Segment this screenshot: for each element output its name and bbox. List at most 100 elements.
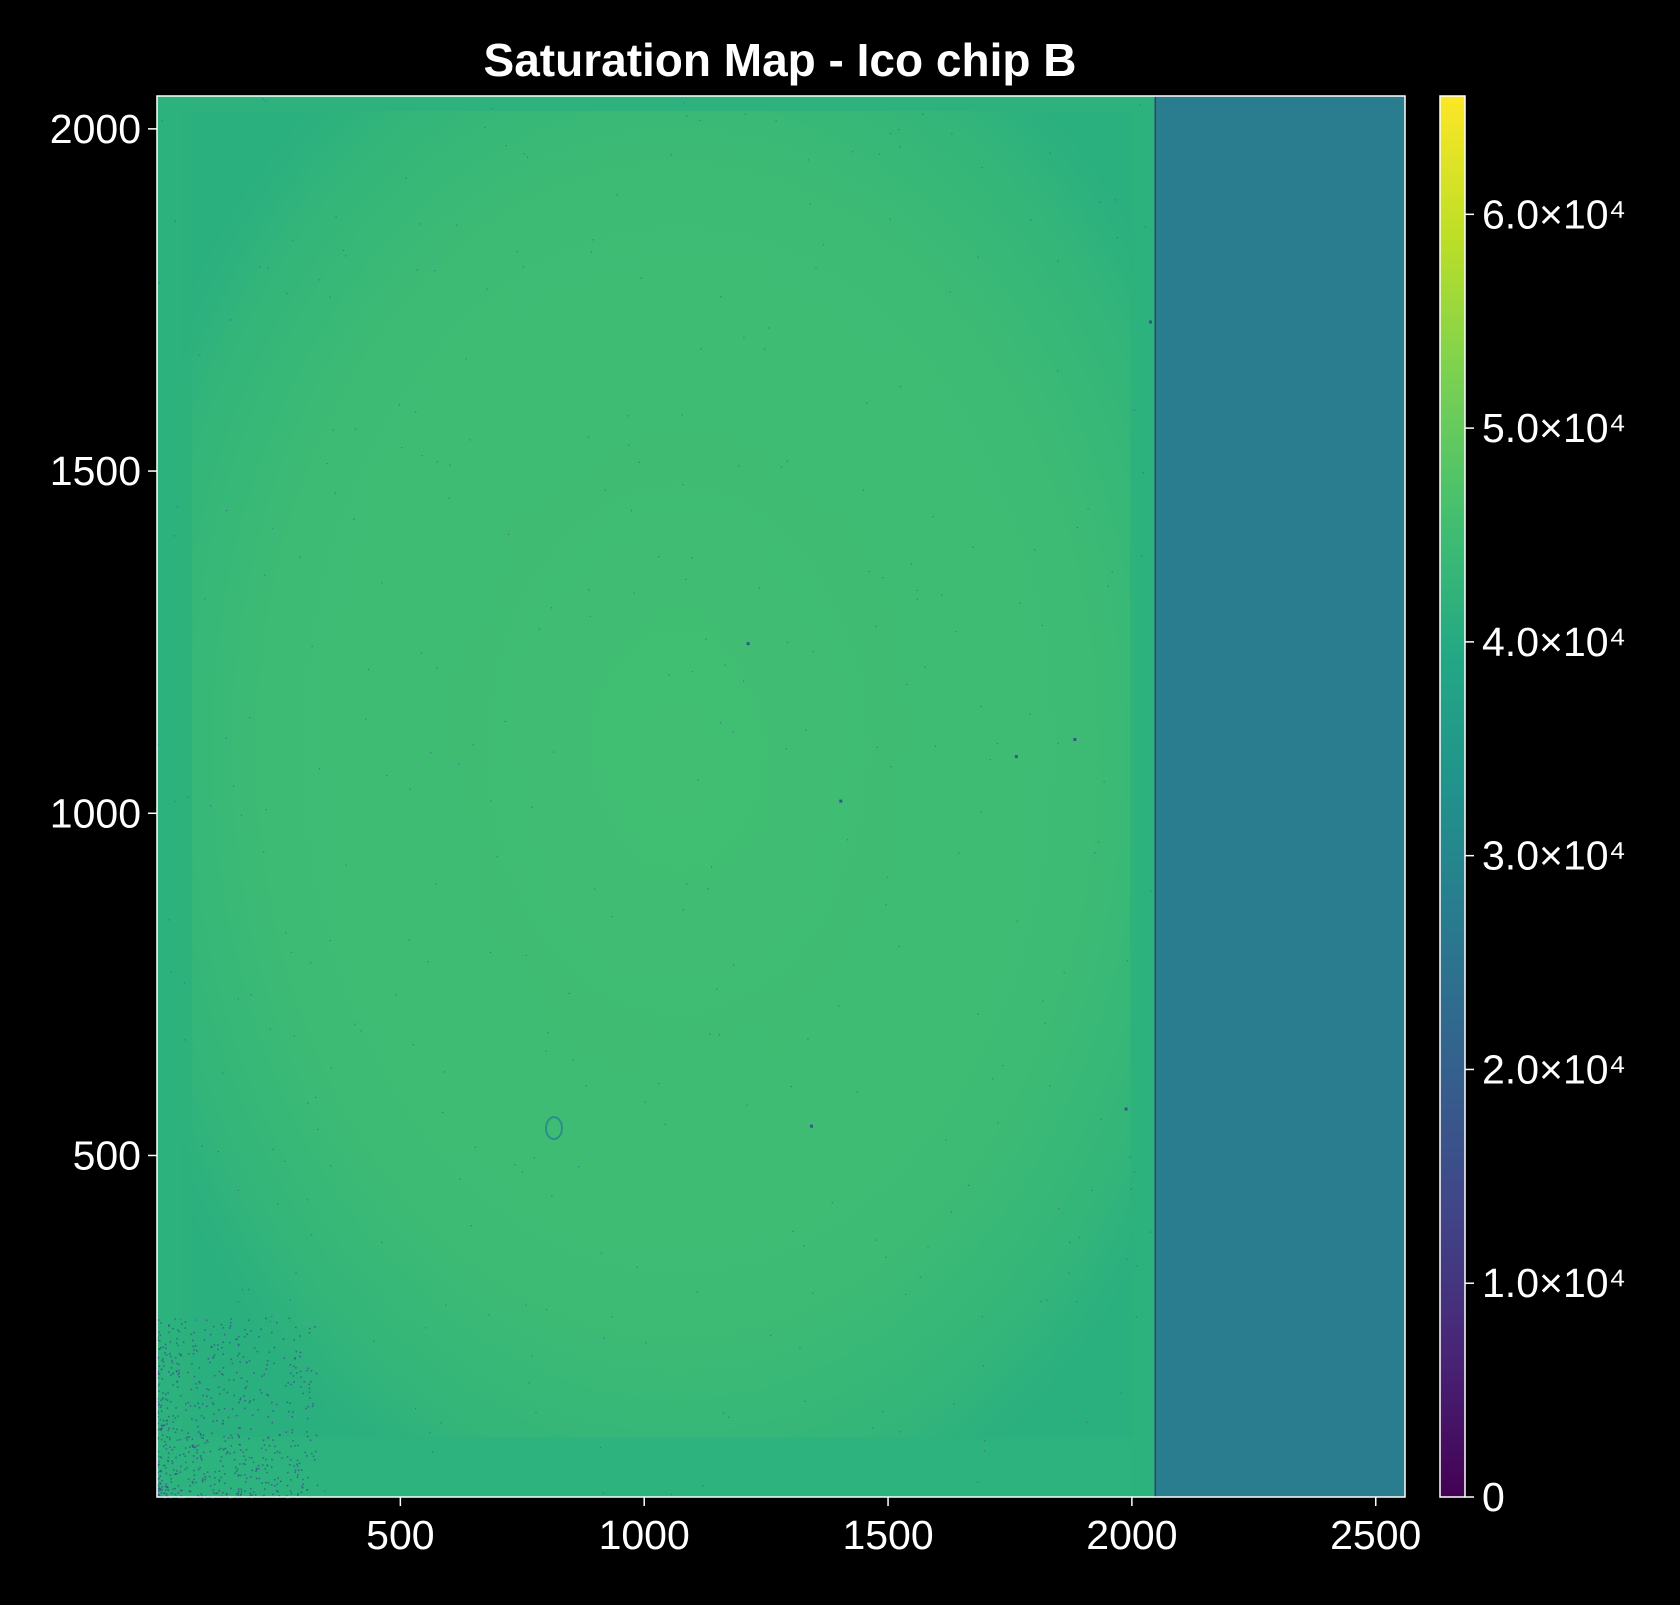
noise-speck xyxy=(262,1439,265,1442)
noise-speck xyxy=(866,402,868,404)
noise-speck xyxy=(949,291,951,293)
noise-speck xyxy=(916,589,918,592)
noise-speck xyxy=(170,1401,172,1403)
noise-speck xyxy=(174,1493,177,1496)
noise-speck xyxy=(257,1408,260,1411)
noise-speck xyxy=(157,1438,159,1440)
noise-speck xyxy=(220,1323,223,1326)
noise-speck xyxy=(199,354,201,356)
noise-speck xyxy=(266,1393,268,1396)
noise-speck xyxy=(297,1494,299,1497)
noise-speck xyxy=(176,1338,178,1340)
noise-speck xyxy=(226,1492,228,1495)
noise-speck xyxy=(309,1397,311,1399)
noise-speck xyxy=(809,203,811,206)
noise-speck xyxy=(263,1494,265,1497)
defect-mark xyxy=(839,799,843,803)
noise-speck xyxy=(179,1471,181,1473)
noise-speck xyxy=(209,1450,212,1453)
noise-speck xyxy=(222,1072,224,1074)
noise-speck xyxy=(259,266,261,268)
noise-speck xyxy=(237,1189,239,1191)
noise-speck xyxy=(881,577,884,579)
noise-speck xyxy=(879,153,881,155)
noise-speck xyxy=(262,1464,264,1466)
noise-speck xyxy=(198,1406,201,1409)
noise-speck xyxy=(191,1363,193,1365)
noise-speck xyxy=(1057,260,1059,263)
noise-speck xyxy=(209,1485,212,1487)
noise-speck xyxy=(658,1082,660,1085)
noise-speck xyxy=(193,1469,195,1472)
x-tick-label: 1000 xyxy=(599,1512,690,1558)
noise-speck xyxy=(890,132,892,135)
noise-speck xyxy=(261,1375,263,1377)
noise-speck xyxy=(590,251,593,253)
noise-speck xyxy=(486,288,488,290)
noise-speck xyxy=(955,631,957,633)
noise-speck xyxy=(188,1451,190,1453)
noise-speck xyxy=(295,1326,297,1329)
noise-speck xyxy=(217,1150,220,1153)
noise-speck xyxy=(232,785,235,787)
noise-speck xyxy=(157,1490,159,1493)
noise-speck xyxy=(852,151,854,153)
noise-speck xyxy=(269,1028,272,1030)
noise-speck xyxy=(244,1481,247,1483)
noise-speck xyxy=(277,1202,279,1205)
noise-speck xyxy=(324,1490,326,1492)
noise-speck xyxy=(261,1482,264,1484)
noise-speck xyxy=(627,415,629,417)
noise-speck xyxy=(997,1122,999,1124)
noise-speck xyxy=(528,1382,530,1384)
noise-speck xyxy=(202,1437,205,1439)
noise-speck xyxy=(968,1184,970,1187)
noise-speck xyxy=(169,1341,172,1343)
noise-speck xyxy=(266,1464,269,1467)
noise-speck xyxy=(273,1478,276,1481)
noise-speck xyxy=(300,1386,302,1388)
noise-speck xyxy=(309,1327,311,1330)
noise-speck xyxy=(187,1371,189,1374)
noise-speck xyxy=(274,1485,276,1487)
noise-speck xyxy=(838,1005,840,1007)
noise-speck xyxy=(531,1355,533,1357)
noise-speck xyxy=(311,645,313,647)
noise-speck xyxy=(224,1482,226,1485)
noise-speck xyxy=(161,1427,163,1430)
noise-speck xyxy=(291,1428,294,1431)
noise-speck xyxy=(209,1361,211,1364)
noise-speck xyxy=(199,1455,202,1457)
noise-speck xyxy=(157,1466,159,1468)
noise-speck xyxy=(248,1401,251,1404)
x-tick-label: 2000 xyxy=(1086,1512,1177,1558)
noise-speck xyxy=(158,1348,161,1350)
noise-speck xyxy=(196,1350,198,1352)
noise-speck xyxy=(719,722,722,724)
noise-speck xyxy=(203,1451,205,1454)
noise-speck xyxy=(239,1494,242,1496)
noise-speck xyxy=(307,1476,309,1479)
noise-speck xyxy=(260,1392,263,1394)
noise-speck xyxy=(812,650,815,653)
noise-speck xyxy=(259,1389,262,1391)
noise-speck xyxy=(786,641,789,644)
noise-speck xyxy=(235,1371,238,1374)
noise-speck xyxy=(685,578,687,581)
noise-speck xyxy=(318,279,320,281)
noise-speck xyxy=(237,1343,240,1346)
noise-speck xyxy=(165,1472,168,1475)
noise-speck xyxy=(161,1486,163,1488)
noise-speck xyxy=(941,594,943,596)
noise-speck xyxy=(412,1044,415,1046)
noise-speck xyxy=(169,1438,171,1441)
noise-speck xyxy=(218,1386,220,1388)
noise-speck xyxy=(199,1466,201,1469)
noise-speck xyxy=(603,1337,605,1339)
noise-speck xyxy=(166,1419,169,1422)
noise-speck xyxy=(177,1492,180,1494)
noise-speck xyxy=(202,1394,204,1397)
noise-speck xyxy=(160,1456,163,1459)
noise-speck xyxy=(220,1447,222,1450)
noise-speck xyxy=(240,1493,242,1495)
